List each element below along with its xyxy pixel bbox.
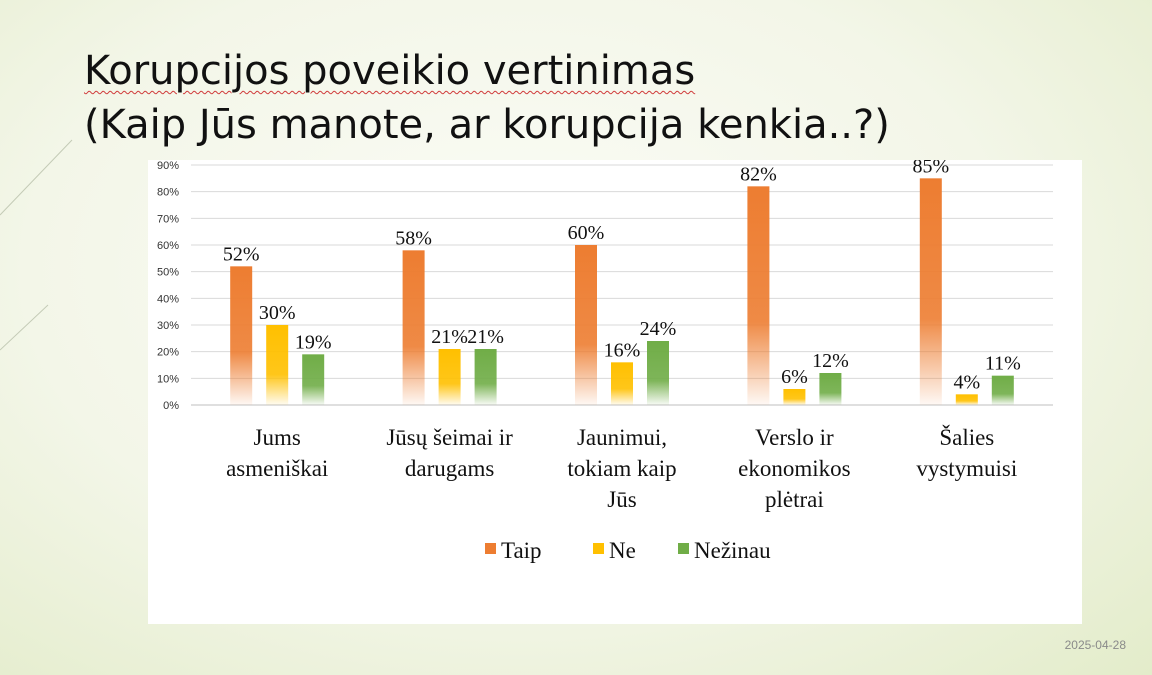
data-label: 52% [223,243,260,265]
bar-ne [611,362,633,405]
y-tick-label: 20% [157,347,179,359]
decorative-lines [0,139,73,351]
bar-taip [575,245,597,405]
category-label: vystymuisi [916,456,1017,481]
data-label: 58% [395,227,432,249]
data-label: 6% [781,366,808,388]
category-label: tokiam kaip [567,456,676,481]
data-label: 19% [295,331,332,353]
category-label: Šalies [939,424,994,450]
bar-nežinau [647,341,669,405]
data-label: 24% [640,318,677,340]
data-label: 30% [259,302,296,324]
category-label: ekonomikos [738,456,850,481]
bar-ne [783,389,806,405]
legend-swatch-ne [593,543,604,554]
category-label: Jums [254,425,301,450]
category-label: Verslo ir [755,425,834,450]
y-tick-label: 60% [157,240,179,252]
category-label: Jaunimui, [577,425,667,450]
category-label: Jūsų šeimai ir [386,425,513,450]
slide-title: Korupcijos poveikio vertinimas (Kaip Jūs… [84,44,890,152]
data-label: 60% [568,222,605,244]
bar-nežinau [474,349,497,405]
legend-label: Nežinau [694,538,771,563]
category-label: Jūs [607,487,636,512]
y-tick-label: 70% [157,213,179,225]
y-tick-label: 90% [157,160,179,172]
bar-nežinau [819,373,842,405]
y-tick-label: 30% [157,320,179,332]
bar-taip [402,250,425,405]
legend-label: Ne [609,538,636,563]
data-label: 85% [912,160,949,177]
y-tick-label: 40% [157,293,179,305]
data-label: 21% [431,326,468,348]
bar-ne [438,349,461,405]
y-tick-label: 10% [157,373,179,385]
category-label: asmeniškai [226,456,328,481]
data-label: 21% [467,326,504,348]
bar-nežinau [991,375,1014,405]
bar-taip [747,186,770,405]
category-label: plėtrai [765,487,824,512]
data-label: 4% [953,371,980,393]
legend-label: Taip [501,538,542,563]
slide-date: 2025-04-28 [1064,638,1126,652]
bar-ne [266,325,289,405]
y-tick-label: 0% [163,400,179,412]
data-label: 12% [812,350,849,372]
chart-panel: 0% 10% 20% 30% 40% 50% 60% 70% 80% 90% 52% 58% 60% 82… [148,160,1082,624]
bar-ne [955,394,978,405]
bar-taip [230,266,253,405]
category-label: darugams [405,456,494,481]
legend-swatch-taip [485,543,496,554]
legend-swatch-nežinau [678,543,689,554]
y-tick-label: 80% [157,187,179,199]
title-line-2: (Kaip Jūs manote, ar korupcija kenkia..?… [84,102,890,148]
bar-chart: 0% 10% 20% 30% 40% 50% 60% 70% 80% 90% 52% 58% 60% 82… [157,160,1053,563]
bar-nežinau [302,354,325,405]
data-label: 16% [604,339,641,361]
bar-taip [919,178,942,405]
data-label: 11% [985,353,1021,375]
title-line-1: Korupcijos poveikio vertinimas [84,48,696,94]
data-label: 82% [740,163,777,185]
y-tick-label: 50% [157,267,179,279]
